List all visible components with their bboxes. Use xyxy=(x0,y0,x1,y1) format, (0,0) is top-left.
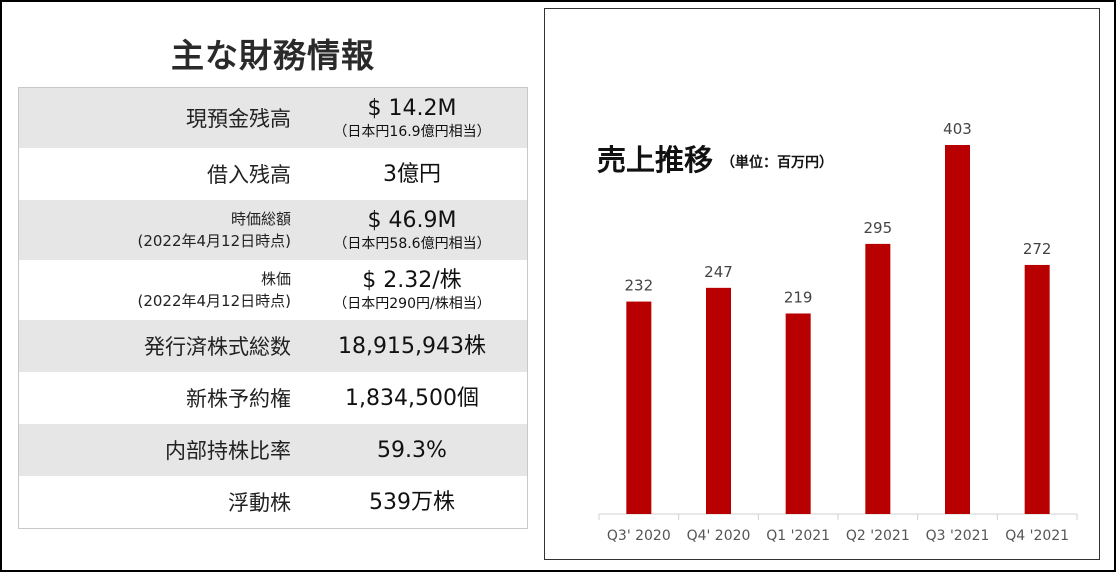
row-value-cell: $ 14.2M （日本円16.9億円相当） xyxy=(297,88,527,148)
row-label: 時価総額 xyxy=(230,210,291,228)
row-value-cell: $ 46.9M （日本円58.6億円相当） xyxy=(297,200,527,260)
table-row: 現預金残高 $ 14.2M （日本円16.9億円相当） xyxy=(19,88,527,148)
row-value-cell: $ 2.32/株 （日本円290円/株相当） xyxy=(297,260,527,320)
x-tick-label: Q3 '2021 xyxy=(926,528,990,544)
row-label: 新株予約権 xyxy=(186,387,291,411)
row-value: 59.3% xyxy=(377,437,447,463)
row-label: 借入残高 xyxy=(207,163,291,187)
row-label: 発行済株式総数 xyxy=(144,335,291,359)
row-value-cell: 3億円 xyxy=(297,148,527,200)
row-value-cell: 18,915,943株 xyxy=(297,320,527,372)
row-value: $ 46.9M xyxy=(367,207,457,233)
row-label-note: (2022年4月12日時点) xyxy=(137,232,291,250)
x-tick-label: Q4' 2020 xyxy=(687,528,751,544)
x-tick-label: Q1 '2021 xyxy=(766,528,830,544)
row-label-cell: 株価 (2022年4月12日時点) xyxy=(19,260,297,320)
data-label: 295 xyxy=(864,219,893,237)
row-label-cell: 発行済株式総数 xyxy=(19,320,297,372)
financial-info-title: 主な財務情報 xyxy=(171,36,375,75)
row-label: 内部持株比率 xyxy=(165,439,291,463)
bar xyxy=(785,313,811,514)
bar xyxy=(945,145,970,514)
row-value: 3億円 xyxy=(383,161,441,187)
table-row: 浮動株 539万株 xyxy=(19,476,527,528)
row-value-note: （日本円58.6億円相当） xyxy=(333,235,491,252)
data-label: 272 xyxy=(1023,240,1052,258)
row-label-cell: 浮動株 xyxy=(19,476,297,528)
row-value-note: （日本円16.9億円相当） xyxy=(333,123,491,140)
row-value: 539万株 xyxy=(369,489,455,515)
table-row: 借入残高 3億円 xyxy=(19,148,527,200)
sales-bar-chart: 232 Q3' 2020 247 Q4' 2020 219 Q1 '2021 295 Q2 '… xyxy=(598,120,1078,544)
row-label-cell: 内部持株比率 xyxy=(19,424,297,476)
bar xyxy=(1024,264,1050,514)
table-row: 発行済株式総数 18,915,943株 xyxy=(19,320,527,372)
data-label: 247 xyxy=(704,263,733,281)
data-label: 232 xyxy=(625,277,654,295)
row-label: 株価 xyxy=(260,270,291,288)
bar xyxy=(706,287,731,514)
chart-title: 売上推移 （単位：百万円） xyxy=(597,137,833,179)
row-value: 1,834,500個 xyxy=(345,385,479,411)
row-label-cell: 新株予約権 xyxy=(19,372,297,424)
row-label-cell: 現預金残高 xyxy=(19,88,297,148)
bar xyxy=(626,301,652,514)
data-label: 219 xyxy=(784,288,813,306)
x-tick-label: Q3' 2020 xyxy=(607,528,671,544)
financial-info-table: 現預金残高 $ 14.2M （日本円16.9億円相当） 借入残高 3億円時価総額 (202… xyxy=(18,87,528,529)
row-value-cell: 59.3% xyxy=(297,424,527,476)
chart-title-text: 売上推移 xyxy=(597,143,714,177)
row-value-cell: 1,834,500個 xyxy=(297,372,527,424)
table-row: 新株予約権 1,834,500個 xyxy=(19,372,527,424)
table-row: 内部持株比率 59.3% xyxy=(19,424,527,476)
row-label-cell: 借入残高 xyxy=(19,148,297,200)
row-label-note: (2022年4月12日時点) xyxy=(137,292,291,310)
row-value: $ 14.2M xyxy=(367,95,457,121)
bar xyxy=(865,243,891,514)
row-value-cell: 539万株 xyxy=(297,476,527,528)
row-value: 18,915,943株 xyxy=(338,333,486,359)
row-value-note: （日本円290円/株相当） xyxy=(333,295,491,312)
row-value: $ 2.32/株 xyxy=(362,267,462,293)
x-tick-label: Q4 '2021 xyxy=(1005,528,1069,544)
chart-unit-note: （単位：百万円） xyxy=(721,155,834,171)
table-row: 時価総額 (2022年4月12日時点) $ 46.9M （日本円58.6億円相当） xyxy=(19,200,527,260)
row-label: 浮動株 xyxy=(228,491,291,515)
sales-chart-panel: 売上推移 （単位：百万円） 232 Q3' 2020 247 Q4' 2020 219 Q1… xyxy=(544,8,1100,560)
row-label: 現預金残高 xyxy=(186,107,291,131)
data-label: 403 xyxy=(943,120,972,138)
x-tick-label: Q2 '2021 xyxy=(846,528,910,544)
table-row: 株価 (2022年4月12日時点) $ 2.32/株 （日本円290円/株相当） xyxy=(19,260,527,320)
row-label-cell: 時価総額 (2022年4月12日時点) xyxy=(19,200,297,260)
